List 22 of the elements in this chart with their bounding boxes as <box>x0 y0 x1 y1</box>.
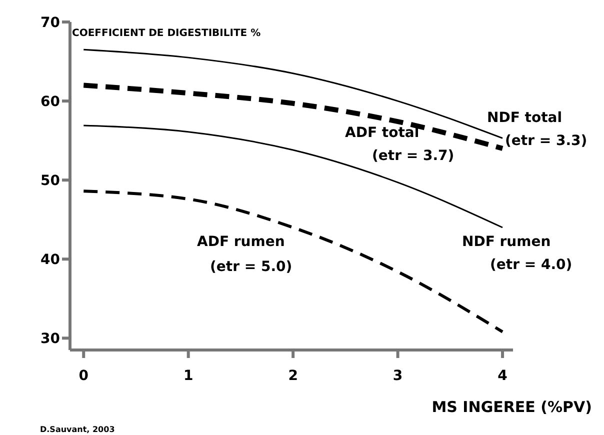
y-tick-label: 40 <box>40 252 60 268</box>
annotation: (etr = 4.0) <box>490 257 572 273</box>
annotation: (etr = 3.7) <box>372 148 454 164</box>
annotation: (etr = 3.3) <box>505 133 588 149</box>
x-tick-label: 3 <box>392 368 403 384</box>
series-label: ADF total <box>345 125 420 141</box>
y-tick-label: 70 <box>40 14 60 31</box>
series-label: ADF rumen <box>197 234 285 250</box>
y-tick-label: 60 <box>40 94 60 110</box>
x-tick-label: 1 <box>183 368 194 384</box>
annotation: (etr = 5.0) <box>210 259 292 275</box>
series-label: NDF total <box>487 110 562 126</box>
y-tick-label: 50 <box>40 173 60 190</box>
text: D.Sauvant, 2003 <box>40 425 115 434</box>
x-tick-label: 0 <box>78 368 89 384</box>
x-tick-label: 2 <box>288 368 298 384</box>
series-label: NDF rumen <box>462 234 551 250</box>
x-axis-title: MS INGEREE (%PV) <box>432 398 592 416</box>
y-tick-label: 30 <box>40 331 60 348</box>
y-axis-title: COEFFICIENT DE DIGESTIBILITE % <box>72 28 261 39</box>
line-series <box>82 124 504 228</box>
x-tick-label: 4 <box>498 368 508 384</box>
